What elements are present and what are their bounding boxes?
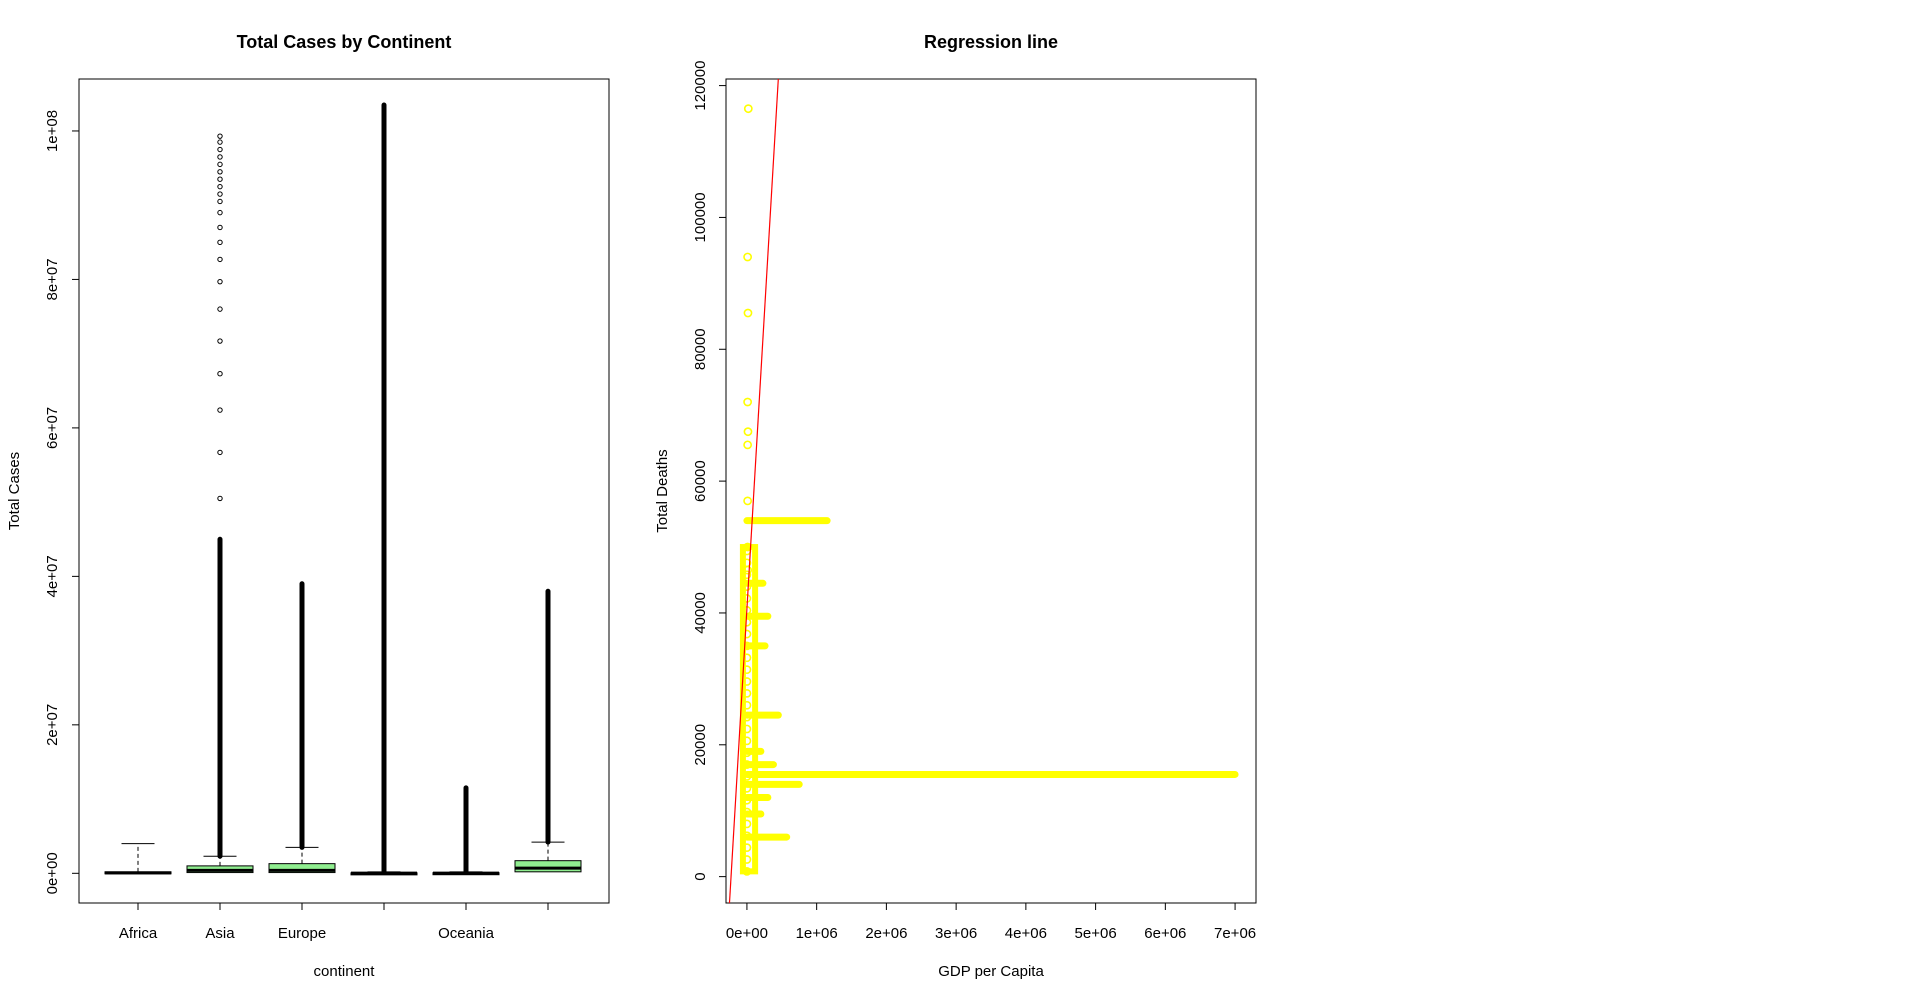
outlier-point [217,176,223,182]
outlier-point [217,338,223,344]
data-point [743,308,753,318]
outlier-point [217,183,223,190]
x-tick-label: 2e+06 [865,925,907,942]
dense-point-strip [739,544,759,875]
y-axis-label: Total Cases [6,452,23,530]
data-point [742,677,752,686]
x-tick-label: 7e+06 [1214,925,1256,942]
outlier-point [217,209,223,216]
y-tick-label: 0 [692,872,709,880]
y-tick-label: 120000 [692,61,709,111]
iqr-box [268,863,336,874]
x-axis-label: continent [314,963,376,980]
box-oceania [432,785,500,876]
data-point [742,653,752,663]
x-tick-label: Europe [278,925,326,942]
x-tick-label: 0e+00 [726,925,768,942]
y-tick-label: 6e+07 [44,407,61,449]
y-tick-label: 60000 [692,460,709,502]
data-point [743,104,753,114]
y-tick-label: 40000 [692,592,709,634]
x-tick-label: Asia [205,925,235,942]
data-point [742,855,752,864]
outlier-point [217,256,223,263]
data-point [742,843,752,853]
y-tick-label: 80000 [692,328,709,370]
outlier-point [217,278,223,285]
y-tick-label: 20000 [692,724,709,766]
regression-line [728,79,779,903]
outlier-point [217,306,223,312]
outlier-point [217,133,223,139]
x-tick-label: 5e+06 [1075,925,1117,942]
data-point [742,866,752,876]
x-tick-label: Africa [119,925,158,942]
data-point [743,252,753,262]
x-tick-label: 4e+06 [1005,925,1047,942]
data-point [743,565,753,575]
outlier-point [217,449,223,456]
outlier-point [217,191,223,197]
y-axis-label: Total Deaths [654,449,671,532]
plot-frame [725,78,1257,904]
box-asia [186,133,254,874]
y-tick-label: 8e+07 [44,258,61,300]
y-tick-label: 4e+07 [44,555,61,597]
chart-title: Total Cases by Continent [237,32,452,52]
data-point [742,570,752,580]
outlier-point [217,154,223,160]
outlier-point [217,169,223,175]
data-point [743,440,753,450]
data-point [742,688,752,698]
data-point [742,724,752,734]
data-point [742,736,752,746]
box-group-4 [350,102,418,876]
outlier-point [217,371,223,377]
outlier-point [217,407,223,413]
outlier-point [217,495,223,502]
x-tick-label: 3e+06 [935,925,977,942]
x-axis-label: GDP per Capita [938,963,1044,980]
chart-title: Regression line [924,32,1058,52]
outlier-point [217,239,223,246]
x-tick-label: 6e+06 [1144,925,1186,942]
box-group-6 [514,588,582,873]
data-point [743,397,753,407]
outlier-point [217,161,223,168]
box-africa [104,843,172,875]
scatter-points [728,79,1239,903]
x-tick-label: 1e+06 [796,925,838,942]
box-europe [268,581,336,874]
iqr-box [514,860,582,873]
plot-frame [78,78,610,904]
data-point [742,700,752,710]
data-point [743,542,753,552]
y-tick-label: 0e+00 [44,852,61,894]
x-tick-label: Oceania [438,925,495,942]
data-point [742,819,752,829]
data-point [743,427,753,437]
y-tick-label: 2e+07 [44,704,61,746]
outlier-point [217,146,223,153]
outlier-point [217,198,223,205]
outlier-point [217,224,223,231]
y-tick-label: 1e+08 [44,110,61,152]
outlier-point [217,139,223,145]
data-point [742,629,752,639]
y-tick-label: 100000 [692,192,709,242]
data-point [743,496,753,506]
